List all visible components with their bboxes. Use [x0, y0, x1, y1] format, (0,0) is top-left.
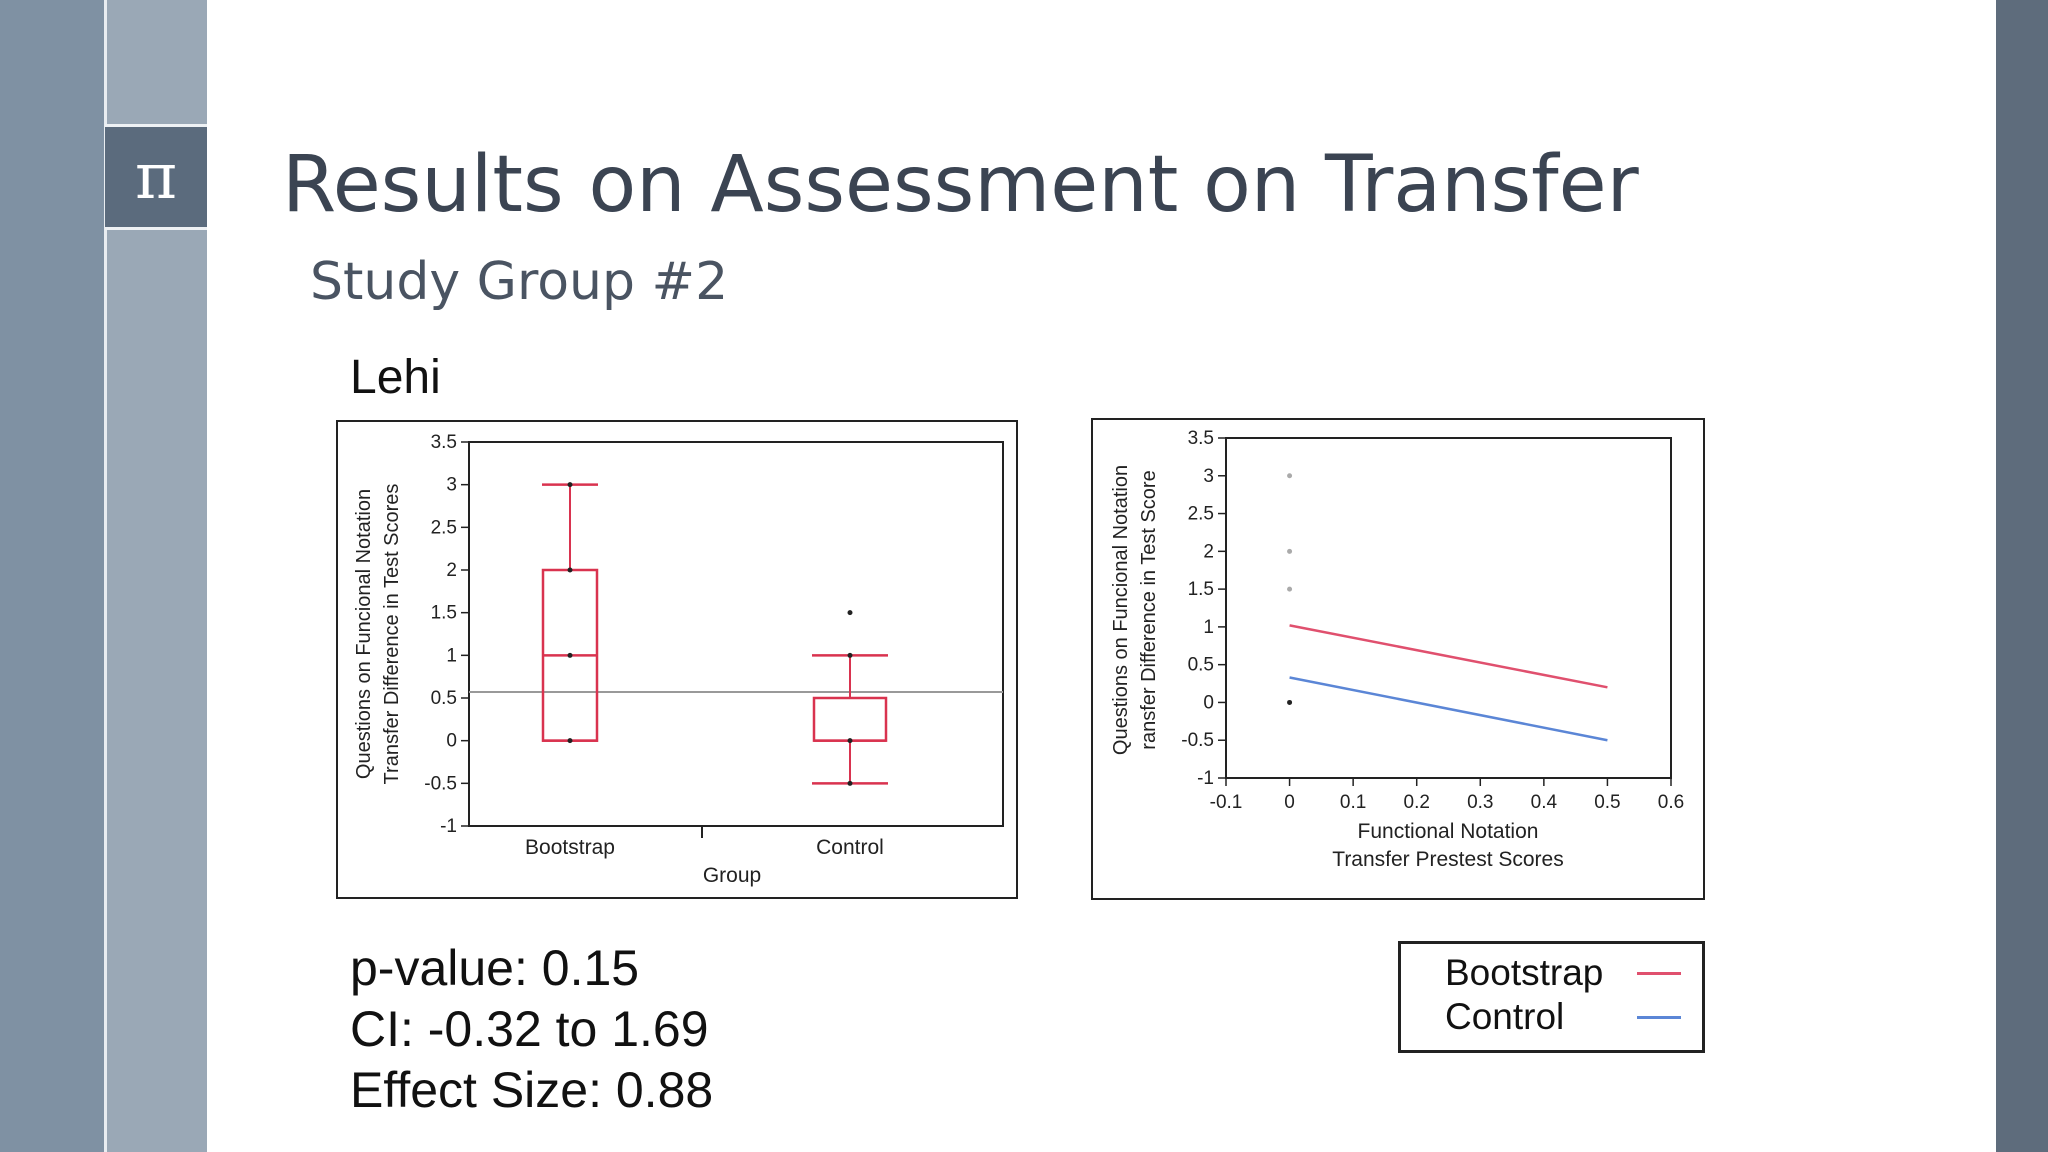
series-line-control	[1289, 676, 1608, 742]
y-axis-label: Questions on Funcional Notation	[353, 489, 375, 779]
legend-label-bootstrap: Bootstrap	[1445, 952, 1604, 993]
y-axis-label: ransfer Difference in Test Score	[1138, 470, 1160, 749]
series-line-bootstrap	[1289, 624, 1608, 689]
legend-swatch-bootstrap	[1637, 972, 1681, 975]
scatter-point	[1287, 473, 1293, 479]
legend-label-control: Control	[1445, 996, 1565, 1037]
x-tick-label: Control	[816, 836, 884, 859]
pi-glyph: π	[134, 140, 178, 214]
x-tick-label: 0.1	[1340, 792, 1366, 813]
p-value-text: p-value: 0.15	[350, 940, 640, 996]
data-point	[567, 652, 573, 658]
y-tick-label: 1	[1203, 617, 1214, 638]
y-tick-label: -0.5	[424, 773, 457, 794]
x-axis-label: Group	[703, 864, 761, 887]
data-point	[847, 780, 853, 786]
x-tick-label: -0.1	[1210, 792, 1243, 813]
x-axis-label: Functional Notation	[1358, 820, 1539, 843]
y-tick-label: 2	[1203, 541, 1214, 562]
pi-logo-icon: π	[105, 124, 207, 230]
left-decor-bar	[0, 0, 104, 1152]
legend-swatch-control	[1637, 1016, 1681, 1019]
slide-title: Results on Assessment on Transfer	[282, 140, 1639, 230]
regression-svg: -1 -0.5 0 0.5 1 1.5 2 2.5 3 3.5 -0.1 0 0.1 0.2 0.3 0.4 0…	[1110, 428, 1684, 871]
x-tick-label: Bootstrap	[525, 836, 615, 859]
y-tick-label: 1	[446, 645, 457, 666]
x-tick-label: 0	[1284, 792, 1295, 813]
y-axis-label: Transfer Difference in Test Scores	[381, 484, 403, 785]
x-tick-label: 0.4	[1531, 792, 1558, 813]
boxplot-svg: -1 -0.5 0 0.5 1 1.5 2 2.5 3 3.5 Bootstrap Control Gr…	[353, 432, 1004, 887]
data-point	[847, 652, 853, 658]
slide-subtitle: Study Group #2	[310, 252, 729, 312]
data-point	[847, 738, 853, 744]
scatter-point	[1287, 548, 1293, 554]
scatter-point	[1287, 699, 1293, 705]
x-tick-label: 0.6	[1658, 792, 1684, 813]
y-tick-label: 3	[446, 475, 457, 496]
chart-legend: Bootstrap Control	[1398, 941, 1705, 1053]
data-point	[567, 482, 573, 488]
boxplot-chart: -1 -0.5 0 0.5 1 1.5 2 2.5 3 3.5 Bootstrap Control Gr…	[336, 420, 1018, 899]
y-tick-label: 1.5	[1188, 579, 1214, 600]
y-tick-label: 2.5	[1188, 504, 1214, 525]
data-point	[567, 738, 573, 744]
box-iqr	[812, 696, 888, 742]
y-tick-label: 1.5	[431, 603, 457, 624]
left-decor-separator	[104, 0, 107, 1152]
y-tick-label: -1	[440, 816, 457, 837]
outlier-point	[847, 610, 853, 616]
y-tick-label: -0.5	[1181, 730, 1214, 751]
y-axis-label: Questions on Funcional Notation	[1110, 465, 1132, 755]
y-tick-label: 3.5	[1188, 428, 1214, 449]
x-tick-label: 0.2	[1404, 792, 1430, 813]
scatter-point	[1287, 586, 1293, 592]
plot-frame	[468, 441, 1004, 827]
ci-text: CI: -0.32 to 1.69	[350, 1001, 709, 1057]
site-label: Lehi	[350, 351, 441, 404]
plot-frame	[1225, 437, 1672, 779]
y-tick-label: 0	[446, 731, 457, 752]
regression-chart: -1 -0.5 0 0.5 1 1.5 2 2.5 3 3.5 -0.1 0 0.1 0.2 0.3 0.4 0…	[1091, 418, 1705, 900]
data-point	[567, 567, 573, 573]
y-tick-label: 0.5	[1188, 655, 1214, 676]
y-tick-label: 2.5	[431, 517, 457, 538]
y-tick-label: -1	[1197, 768, 1214, 789]
x-tick-label: 0.3	[1467, 792, 1493, 813]
x-axis-label: Transfer Prestest Scores	[1332, 848, 1563, 871]
stats-block: p-value: 0.15 CI: -0.32 to 1.69 Effect S…	[350, 938, 713, 1121]
y-tick-label: 0.5	[431, 688, 457, 709]
effect-size-text: Effect Size: 0.88	[350, 1062, 714, 1118]
y-tick-label: 3	[1203, 466, 1214, 487]
y-tick-label: 0	[1203, 692, 1214, 713]
y-tick-label: 2	[446, 560, 457, 581]
right-decor-bar	[1996, 0, 2048, 1152]
y-tick-label: 3.5	[431, 432, 457, 453]
x-tick-label: 0.5	[1594, 792, 1620, 813]
